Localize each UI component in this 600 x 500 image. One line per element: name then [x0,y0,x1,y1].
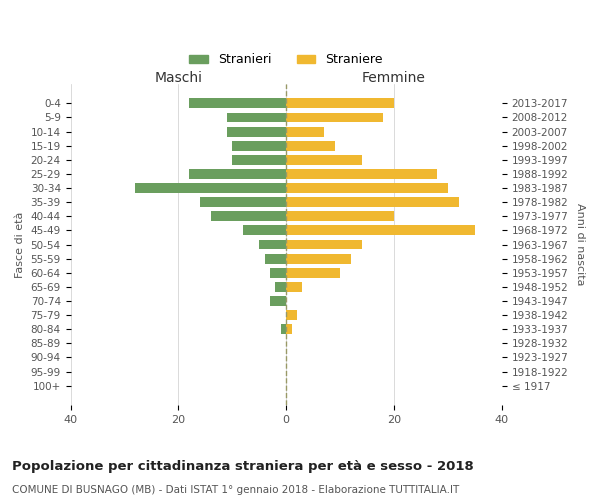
Bar [227,112,286,122]
Bar [286,254,351,264]
Bar [286,98,394,108]
Bar [286,310,297,320]
Bar [200,197,286,207]
Bar [286,324,292,334]
Bar [286,212,394,221]
Bar [275,282,286,292]
Bar [227,126,286,136]
Text: COMUNE DI BUSNAGO (MB) - Dati ISTAT 1° gennaio 2018 - Elaborazione TUTTITALIA.IT: COMUNE DI BUSNAGO (MB) - Dati ISTAT 1° g… [12,485,459,495]
Bar [259,240,286,250]
Bar [286,197,459,207]
Bar [243,226,286,235]
Bar [286,169,437,179]
Bar [232,155,286,165]
Bar [286,126,324,136]
Bar [232,141,286,150]
Bar [286,268,340,278]
Bar [286,282,302,292]
Bar [189,98,286,108]
Bar [286,183,448,193]
Legend: Stranieri, Straniere: Stranieri, Straniere [184,48,388,72]
Y-axis label: Anni di nascita: Anni di nascita [575,204,585,286]
Bar [286,155,362,165]
Bar [286,240,362,250]
Bar [286,112,383,122]
Bar [135,183,286,193]
Y-axis label: Fasce di età: Fasce di età [15,212,25,278]
Text: Popolazione per cittadinanza straniera per età e sesso - 2018: Popolazione per cittadinanza straniera p… [12,460,474,473]
Text: Maschi: Maschi [154,71,202,85]
Bar [265,254,286,264]
Bar [189,169,286,179]
Bar [211,212,286,221]
Bar [270,268,286,278]
Bar [270,296,286,306]
Bar [281,324,286,334]
Bar [286,226,475,235]
Text: Femmine: Femmine [362,71,426,85]
Bar [286,141,335,150]
